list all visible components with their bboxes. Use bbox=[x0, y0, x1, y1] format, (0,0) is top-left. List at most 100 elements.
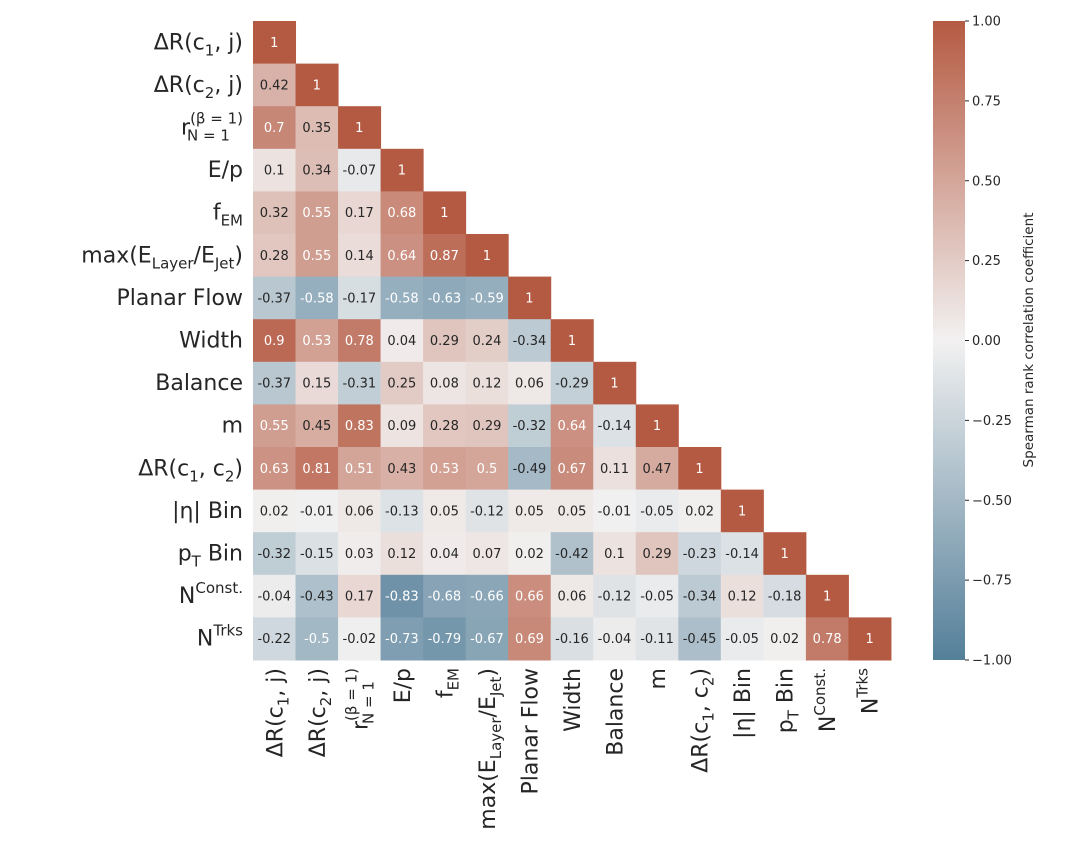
heatmap-cell bbox=[763, 532, 807, 576]
cell-value-label: 0.55 bbox=[302, 249, 331, 264]
cell-value-label: -0.67 bbox=[470, 632, 504, 647]
cell-value-label: 1 bbox=[823, 590, 831, 605]
cell-value-label: 0.06 bbox=[515, 377, 544, 392]
cell-value-label: -0.45 bbox=[683, 632, 717, 647]
heatmap-cell bbox=[338, 148, 382, 192]
heatmap-cell bbox=[253, 404, 297, 448]
cell-value-label: 0.29 bbox=[472, 419, 501, 434]
cell-value-label: 0.17 bbox=[345, 590, 374, 605]
row-labels: ΔR(c1, j) ΔR(c2, j) r(β = 1) N = 1 E/p fEM max… bbox=[81, 30, 243, 651]
heatmap-cell bbox=[338, 404, 382, 448]
cell-value-label: -0.34 bbox=[683, 590, 717, 605]
heatmap-cell bbox=[465, 617, 509, 661]
cell-value-label: 0.15 bbox=[302, 377, 331, 392]
row-label-dR-c1-c2: ΔR(c1, c2) bbox=[138, 456, 243, 485]
heatmap-cell bbox=[380, 276, 424, 320]
cell-value-label: 0.55 bbox=[302, 206, 331, 221]
cell-value-label: 0.02 bbox=[685, 504, 714, 519]
colorbar-ticks: 1.00 0.75 0.50 0.25 0.00 −0.25 −0.50 −0.75 −1.00 bbox=[965, 15, 1012, 669]
cell-value-label: 0.45 bbox=[302, 419, 331, 434]
column-labels: ΔR(c1, j) ΔR(c2, j)r(β = 1)N = 1 E/p fEM max… bbox=[263, 668, 883, 830]
heatmap-cells: 1 0.42 1 0.7 0.35 1 0.1 0.34 -0.07 1 0.32 0.55 0.17 0… bbox=[253, 21, 892, 661]
cell-value-label: -0.32 bbox=[257, 547, 291, 562]
cell-value-label: 0.53 bbox=[430, 462, 459, 477]
cell-value-label: 1 bbox=[653, 419, 661, 434]
heatmap-cell bbox=[465, 489, 509, 533]
cell-value-label: 0.64 bbox=[387, 249, 416, 264]
cell-value-label: 0.51 bbox=[345, 462, 374, 477]
cell-value-label: 0.47 bbox=[643, 462, 672, 477]
heatmap-cell bbox=[465, 361, 509, 405]
column-label-n-const: NConst. bbox=[811, 668, 841, 732]
cell-value-label: 0.09 bbox=[387, 419, 416, 434]
column-label-r-N1: r(β = 1)N = 1 bbox=[342, 668, 377, 730]
colorbar-tick-label: 0.50 bbox=[972, 174, 1001, 189]
row-label-dR-c1-j: ΔR(c1, j) bbox=[154, 30, 243, 59]
cell-value-label: -0.02 bbox=[343, 632, 377, 647]
cell-value-label: -0.14 bbox=[725, 547, 759, 562]
cell-value-label: 0.06 bbox=[345, 504, 374, 519]
cell-value-label: 1 bbox=[483, 249, 491, 264]
cell-value-label: 1 bbox=[440, 206, 448, 221]
heatmap-cell bbox=[763, 617, 807, 661]
colorbar-tick-label: −0.50 bbox=[972, 494, 1012, 509]
heatmap-cell bbox=[380, 404, 424, 448]
heatmap-cell bbox=[253, 191, 297, 235]
heatmap-cell bbox=[338, 319, 382, 363]
heatmap-cell bbox=[550, 574, 594, 618]
cell-value-label: -0.29 bbox=[555, 377, 589, 392]
cell-value-label: -0.18 bbox=[768, 590, 802, 605]
row-label-balance: Balance bbox=[155, 371, 243, 396]
cell-value-label: -0.49 bbox=[513, 462, 547, 477]
cell-value-label: 0.1 bbox=[604, 547, 625, 562]
heatmap-cell bbox=[465, 574, 509, 618]
column-label-E-p: E/p bbox=[391, 668, 416, 703]
cell-value-label: 1 bbox=[866, 632, 874, 647]
cell-value-label: 0.34 bbox=[302, 164, 331, 179]
cell-value-label: 0.05 bbox=[515, 504, 544, 519]
cell-value-label: 0.68 bbox=[387, 206, 416, 221]
heatmap-cell bbox=[423, 276, 467, 320]
cell-value-label: 1 bbox=[695, 462, 703, 477]
heatmap-cell bbox=[593, 489, 637, 533]
cell-value-label: 0.12 bbox=[387, 547, 416, 562]
cell-value-label: -0.12 bbox=[470, 504, 504, 519]
cell-value-label: -0.34 bbox=[513, 334, 547, 349]
cell-value-label: -0.32 bbox=[513, 419, 547, 434]
heatmap-cell bbox=[550, 447, 594, 491]
cell-value-label: -0.13 bbox=[385, 504, 419, 519]
cell-value-label: 0.05 bbox=[430, 504, 459, 519]
cell-value-label: 0.63 bbox=[260, 462, 289, 477]
cell-value-label: 0.28 bbox=[430, 419, 459, 434]
row-label-n-const: NConst. bbox=[179, 579, 243, 609]
heatmap-cell bbox=[678, 489, 722, 533]
cell-value-label: 0.02 bbox=[260, 504, 289, 519]
cell-value-label: -0.58 bbox=[385, 291, 419, 306]
column-label-dR-c1-j: ΔR(c1, j) bbox=[263, 668, 292, 757]
heatmap-cell bbox=[253, 447, 297, 491]
cell-value-label: 0.06 bbox=[557, 590, 586, 605]
cell-value-label: -0.23 bbox=[683, 547, 717, 562]
heatmap-cell bbox=[423, 532, 467, 576]
row-label-width: Width bbox=[179, 329, 243, 354]
cell-value-label: -0.79 bbox=[428, 632, 462, 647]
cell-value-label: -0.58 bbox=[300, 291, 334, 306]
cell-value-label: 0.55 bbox=[260, 419, 289, 434]
heatmap-cell bbox=[253, 489, 297, 533]
heatmap-cell bbox=[678, 574, 722, 618]
heatmap-cell bbox=[253, 276, 297, 320]
heatmap-cell bbox=[465, 404, 509, 448]
heatmap-cell bbox=[338, 617, 382, 661]
cell-value-label: 0.12 bbox=[728, 590, 757, 605]
heatmap-cell bbox=[338, 361, 382, 405]
row-label-max-E: max(ELayer/EJet) bbox=[81, 243, 243, 272]
heatmap-cell bbox=[253, 574, 297, 618]
heatmap-cell bbox=[253, 532, 297, 576]
heatmap-cell bbox=[593, 447, 637, 491]
colorbar-tick-label: 0.25 bbox=[972, 254, 1001, 269]
cell-value-label: -0.05 bbox=[640, 590, 674, 605]
row-label-r-N1: r(β = 1) N = 1 bbox=[181, 110, 243, 145]
heatmap-cell bbox=[805, 617, 849, 661]
colorbar-label: Spearman rank correlation coefficient bbox=[1021, 213, 1037, 468]
row-label-pt-bin: pT Bin bbox=[178, 542, 243, 571]
